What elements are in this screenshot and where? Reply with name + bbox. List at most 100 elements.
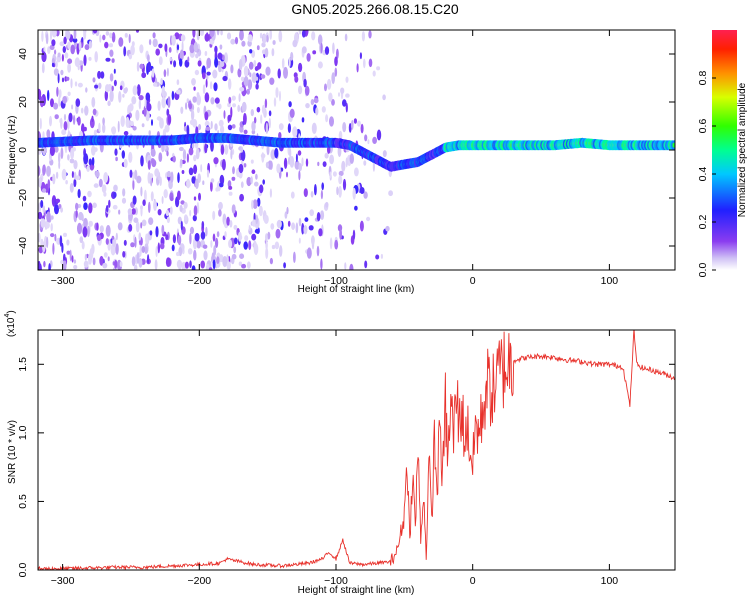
heatmap-noise-cell xyxy=(251,72,257,84)
heatmap-noise-cell xyxy=(145,92,151,101)
colorbar-tick-label: 0.4 xyxy=(697,167,709,182)
heatmap-noise-cell xyxy=(66,239,70,246)
heatmap-noise-cell xyxy=(230,38,236,45)
heatmap-noise-cell xyxy=(140,186,143,197)
heatmap-noise-cell xyxy=(148,39,152,46)
heatmap-noise-cell xyxy=(345,102,348,113)
heatmap-noise-cell xyxy=(253,243,259,256)
heatmap-noise-cell xyxy=(234,237,238,245)
heatmap-noise-cell xyxy=(161,224,165,235)
heatmap-noise-cell xyxy=(232,166,235,175)
heatmap-noise-cell xyxy=(291,222,296,230)
heatmap-noise-cell xyxy=(222,256,228,268)
heatmap-noise-cell xyxy=(88,202,93,214)
heatmap-noise-cell xyxy=(320,42,323,54)
heatmap-noise-cell xyxy=(275,228,281,239)
heatmap-noise-cell xyxy=(324,152,329,159)
heatmap-noise-cell xyxy=(276,219,282,229)
heatmap-noise-cell xyxy=(283,262,286,269)
heatmap-noise-cell xyxy=(247,79,253,90)
heatmap-noise-cell xyxy=(256,106,261,113)
heatmap-noise-cell xyxy=(189,44,195,54)
heatmap-noise-cell xyxy=(171,244,175,252)
heatmap-noise-cell xyxy=(202,72,206,80)
snr-y-multiplier: (x104) xyxy=(4,310,17,337)
heatmap-noise-cell xyxy=(140,205,143,217)
heatmap-noise-cell xyxy=(205,126,211,131)
heatmap-noise-cell xyxy=(54,146,59,153)
heatmap-noise-cell xyxy=(88,56,92,61)
heatmap-noise-cell xyxy=(56,86,59,97)
heatmap-noise-cell xyxy=(181,159,186,164)
heatmap-noise-cell xyxy=(239,253,245,259)
heatmap-noise-cell xyxy=(314,184,317,196)
heatmap-noise-cell xyxy=(98,82,102,90)
heatmap-noise-cell xyxy=(154,168,160,177)
heatmap-noise-cell xyxy=(259,184,264,194)
heatmap-noise-cell xyxy=(77,222,82,235)
heatmap-noise-cell xyxy=(270,223,275,230)
heatmap-noise-cell xyxy=(122,188,126,197)
heatmap-noise-cell xyxy=(294,75,299,83)
heatmap-noise-cell xyxy=(103,191,107,197)
heatmap-noise-cell xyxy=(131,41,135,47)
heatmap-noise-cell xyxy=(361,31,365,42)
heatmap-noise-cell xyxy=(147,61,152,73)
heatmap-noise-cell xyxy=(249,72,252,78)
heatmap-noise-cell xyxy=(214,45,218,54)
heatmap-noise-cell xyxy=(210,181,213,192)
heatmap-noise-cell xyxy=(123,46,127,57)
heatmap-noise-cell xyxy=(72,115,76,125)
heatmap-noise-cell xyxy=(230,106,233,118)
heatmap-noise-cell xyxy=(315,107,319,116)
heatmap-noise-cell xyxy=(135,109,140,121)
heatmap-noise-cell xyxy=(40,218,46,229)
heatmap-noise-cell xyxy=(105,238,109,245)
heatmap-noise-cell xyxy=(191,176,196,184)
heatmap-noise-cell xyxy=(357,120,361,127)
heatmap-noise-cell xyxy=(148,201,151,213)
heatmap-noise-cell xyxy=(258,205,263,217)
heatmap-noise-cell xyxy=(214,97,220,104)
heatmap-noise-cell xyxy=(105,31,110,36)
heatmap-noise-cell xyxy=(61,242,64,253)
heatmap-noise-cell xyxy=(189,226,195,234)
heatmap-noise-cell xyxy=(91,115,94,123)
heatmap-noise-cell xyxy=(144,97,147,109)
heatmap-noise-cell xyxy=(150,191,154,202)
heatmap-noise-cell xyxy=(325,114,329,123)
heatmap-noise-cell xyxy=(304,217,309,222)
heatmap-noise-cell xyxy=(250,176,253,185)
heatmap-noise-cell xyxy=(51,62,55,67)
snr-y-axis-title: SNR (10 * v/v) xyxy=(7,420,18,484)
heatmap-noise-cell xyxy=(108,199,111,208)
heatmap-noise-cell xyxy=(159,117,164,129)
heatmap-noise-cell xyxy=(317,61,323,69)
heatmap-noise-cell xyxy=(155,226,159,238)
heatmap-noise-cell xyxy=(321,182,325,191)
heatmap-noise-cell xyxy=(226,261,231,270)
heatmap-noise-cell xyxy=(131,96,137,105)
heatmap-noise-cell xyxy=(274,241,280,250)
heatmap-noise-cell xyxy=(363,58,366,69)
heatmap-noise-cell xyxy=(102,123,106,134)
heatmap-noise-cell xyxy=(41,31,44,42)
heatmap-noise-cell xyxy=(210,240,213,248)
heatmap-noise-cell xyxy=(195,148,200,160)
heatmap-noise-cell xyxy=(275,87,279,98)
heatmap-noise-cell xyxy=(198,192,201,201)
heatmap-noise-cell xyxy=(274,147,279,159)
heatmap-noise-cell xyxy=(250,109,254,117)
heatmap-noise-cell xyxy=(105,57,111,62)
heatmap-noise-cell xyxy=(115,243,119,255)
heatmap-noise-cell xyxy=(309,209,315,217)
heatmap-noise-cell xyxy=(183,201,188,209)
heatmap-noise-cell xyxy=(364,134,368,142)
heatmap-noise-cell xyxy=(380,253,383,259)
heatmap-noise-cell xyxy=(51,30,57,38)
heatmap-x-tick-label: −200 xyxy=(187,275,211,287)
heatmap-noise-cell xyxy=(184,214,188,222)
heatmap-noise-cell xyxy=(180,220,183,231)
heatmap-noise-cell xyxy=(92,202,97,209)
heatmap-noise-cell xyxy=(139,63,144,69)
